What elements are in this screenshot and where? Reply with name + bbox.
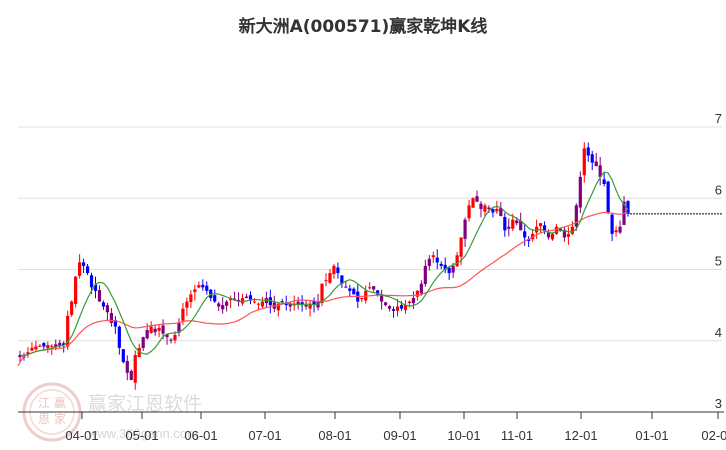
x-tick-label: 06-01 [184, 428, 217, 443]
ma-long-line [17, 211, 629, 367]
ma-short-line [19, 171, 629, 357]
x-tick-label: 04-01 [65, 428, 98, 443]
x-tick-label: 12-01 [564, 428, 597, 443]
svg-text:赢: 赢 [54, 395, 66, 410]
y-tick-label: 7 [715, 111, 722, 126]
x-tick-label: 10-01 [447, 428, 480, 443]
svg-text:赢家江恩软件: 赢家江恩软件 [88, 393, 202, 415]
x-tick-label: 01-01 [635, 428, 668, 443]
x-tick-label: 07-01 [248, 428, 281, 443]
x-tick-label: 02-01 [701, 428, 726, 443]
y-tick-label: 3 [715, 396, 722, 411]
x-tick-label: 11-01 [501, 428, 533, 443]
svg-text:家: 家 [54, 411, 66, 426]
x-tick-label: 05-01 [125, 428, 158, 443]
y-tick-label: 6 [715, 182, 722, 197]
x-tick-label: 08-01 [318, 428, 351, 443]
chart-title: 新大洲A(000571)赢家乾坤K线 [238, 17, 488, 37]
svg-text:恩: 恩 [38, 412, 50, 426]
candles [18, 142, 630, 390]
x-tick-label: 09-01 [383, 428, 416, 443]
y-tick-label: 4 [715, 325, 722, 340]
y-tick-label: 5 [715, 254, 722, 269]
svg-text:江: 江 [38, 396, 50, 410]
watermark: 江赢恩 家 赢家江恩软件 www.360gann.com [22, 382, 202, 442]
svg-text:www.360gann.com: www.360gann.com [87, 426, 198, 441]
